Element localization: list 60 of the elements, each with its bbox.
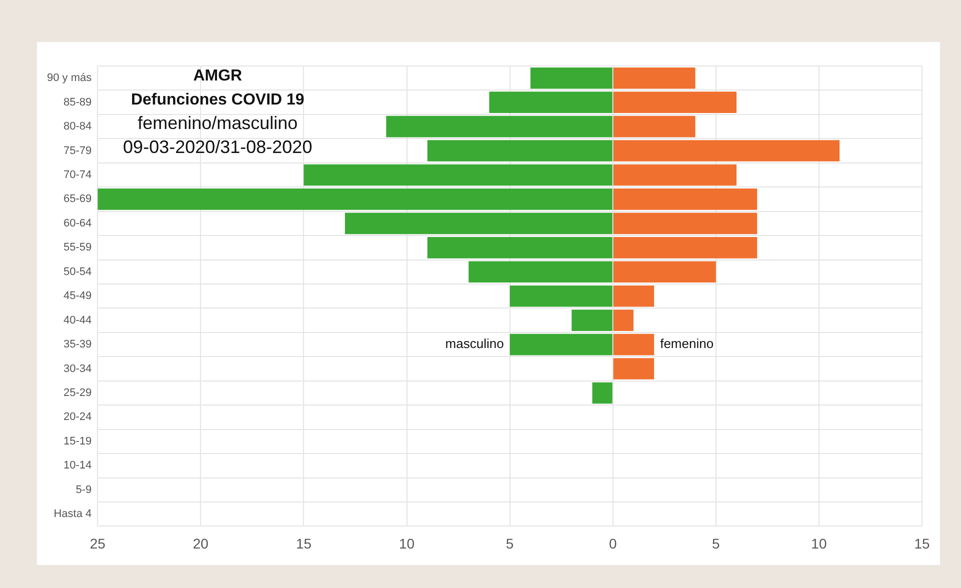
- bar: [427, 237, 612, 258]
- y-tick-label: 70-74: [63, 169, 92, 182]
- y-tick-label: 50-54: [63, 266, 92, 278]
- y-tick-label: 75-79: [63, 144, 92, 157]
- x-tick-label: 5: [712, 535, 720, 552]
- bar: [427, 140, 612, 162]
- y-tick-label: 55-59: [63, 242, 92, 254]
- bar: [613, 285, 654, 307]
- y-tick-label: 90 y más: [46, 72, 92, 84]
- bar: [613, 237, 758, 258]
- x-tick-label: 5: [506, 535, 514, 552]
- y-tick-label: 80-84: [63, 120, 92, 133]
- bar: [530, 67, 612, 89]
- x-tick-label: 20: [192, 535, 209, 552]
- y-tick-label: 45-49: [63, 290, 92, 302]
- y-tick-label: 35-39: [63, 338, 92, 351]
- bar: [510, 285, 612, 307]
- x-tick-label: 25: [90, 535, 106, 552]
- bar: [613, 310, 634, 331]
- bar: [613, 92, 737, 113]
- x-tick-label: 10: [811, 535, 827, 552]
- bar: [510, 334, 612, 356]
- bar: [613, 358, 654, 380]
- bar: [344, 212, 612, 234]
- x-tick-label: 15: [296, 535, 312, 552]
- y-tick-label: Hasta 4: [54, 508, 92, 520]
- bar: [468, 261, 612, 283]
- y-tick-label: 30-34: [63, 362, 92, 375]
- annotation: femenino/masculino: [138, 112, 298, 133]
- bar: [613, 212, 758, 234]
- y-tick-label: 25-29: [63, 387, 92, 400]
- bar: [98, 188, 612, 210]
- y-tick-label: 85-89: [63, 96, 92, 108]
- text: Defunciones COVID 19: [130, 91, 304, 108]
- bar: [613, 164, 737, 186]
- bar: [613, 188, 758, 210]
- bar: [572, 310, 612, 331]
- y-tick-label: 20-24: [63, 411, 92, 424]
- y-tick-label: 65-69: [63, 193, 92, 206]
- x-tick-label: 15: [914, 535, 930, 552]
- x-tick-label: 10: [398, 535, 415, 552]
- bar: [613, 67, 696, 89]
- bar: [613, 116, 696, 138]
- bar: [613, 334, 654, 356]
- y-tick-label: 15-19: [63, 435, 92, 448]
- series-label: masculino: [445, 336, 504, 352]
- series-label: femenino: [660, 336, 714, 352]
- y-tick-label: 60-64: [63, 217, 92, 230]
- y-tick-label: 5-9: [76, 484, 92, 496]
- y-tick-label: 10-14: [63, 460, 92, 472]
- annotation: 09-03-2020/31-08-2020: [123, 136, 312, 157]
- y-tick-label: 40-44: [63, 314, 92, 326]
- bar: [613, 140, 840, 162]
- bar: [489, 92, 612, 113]
- x-tick-label: 0: [608, 535, 617, 552]
- bar: [592, 382, 612, 404]
- bar: [304, 164, 612, 186]
- chart-title: AMGR: [193, 67, 243, 84]
- bar: [386, 116, 612, 138]
- bar: [613, 261, 716, 283]
